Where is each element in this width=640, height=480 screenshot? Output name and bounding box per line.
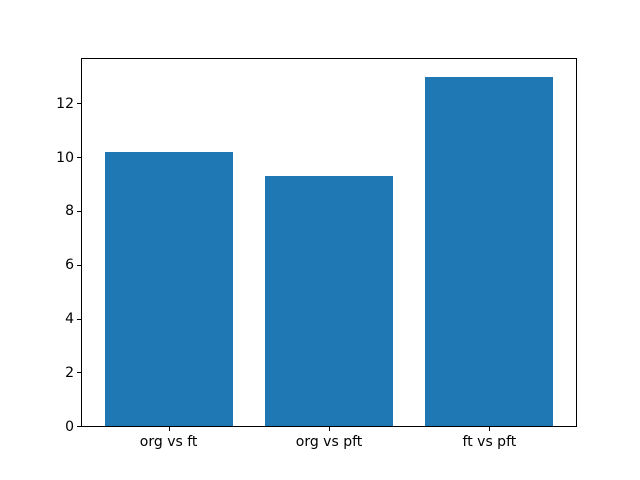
plot-area: 0 2 4 6 8 10 12 org vs ft org vs pft ft vs pft: [56, 58, 577, 449]
x-tick-label: org vs ft: [139, 434, 198, 450]
bar-ft-vs-pft: [425, 76, 554, 426]
y-tick-label: 0: [65, 418, 74, 435]
y-tick-mark: [77, 103, 81, 105]
y-tick-label: 8: [65, 203, 74, 220]
x-tick-mark: [489, 427, 491, 431]
y-tick-mark: [77, 372, 81, 374]
y-tick-mark: [77, 318, 81, 320]
bar-org-vs-ft: [104, 151, 233, 426]
y-tick-mark: [77, 426, 81, 427]
bar-org-vs-pft: [264, 176, 394, 426]
y-tick-label: 10: [56, 149, 74, 166]
y-tick-mark: [77, 264, 81, 266]
y-tick-label: 12: [56, 95, 74, 112]
x-tick-label: org vs pft: [295, 434, 363, 450]
x-tick-label: ft vs pft: [462, 434, 517, 450]
y-tick-mark: [77, 157, 81, 159]
y-tick-label: 6: [65, 257, 74, 274]
x-tick-mark: [329, 427, 330, 431]
x-tick-mark: [168, 427, 170, 431]
y-tick-mark: [77, 210, 81, 212]
y-tick-label: 4: [65, 311, 74, 327]
y-tick-label: 2: [65, 364, 74, 381]
